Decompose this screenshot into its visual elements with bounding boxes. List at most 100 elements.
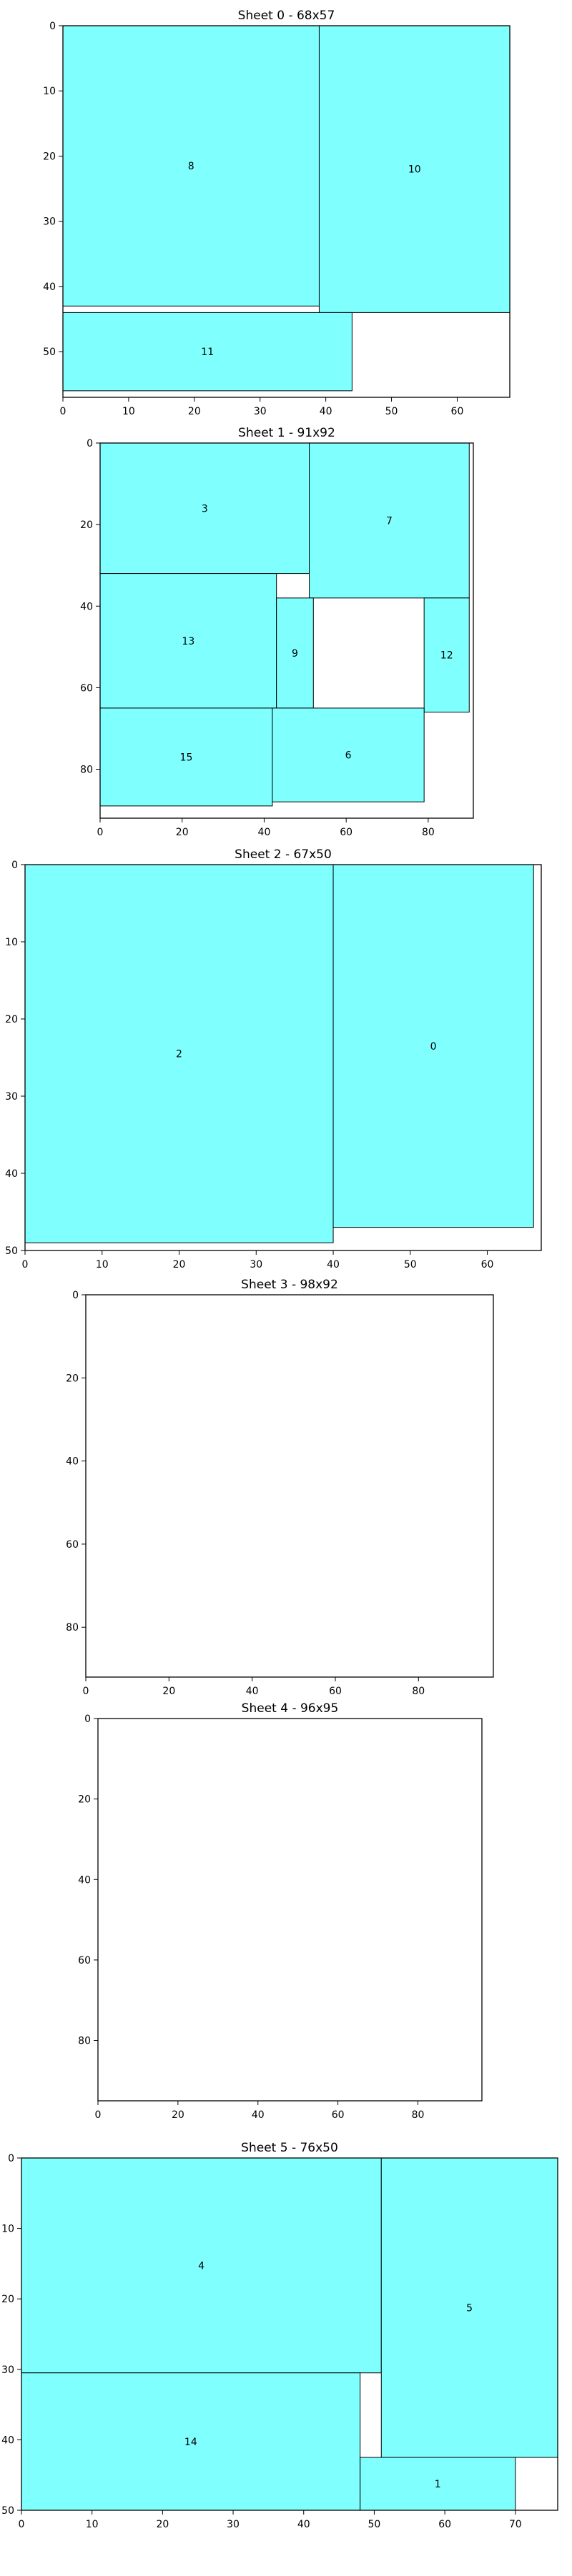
piece-label: 13 <box>182 636 194 647</box>
x-tick-label: 60 <box>481 1259 494 1270</box>
piece-rect <box>99 573 277 709</box>
piece-label: 11 <box>201 347 214 358</box>
chart-title: Sheet 0 - 68x57 <box>238 9 335 23</box>
x-tick-label: 70 <box>509 2519 522 2530</box>
x-tick-label: 50 <box>404 1259 417 1270</box>
piece-label: 4 <box>198 2260 204 2272</box>
x-tick-label: 80 <box>422 827 435 838</box>
x-tick-label: 0 <box>19 2519 25 2530</box>
sheet-border <box>85 1294 494 1678</box>
y-tick-label: 10 <box>43 86 56 97</box>
sheet-border <box>24 864 542 1251</box>
y-tick-label: 30 <box>5 1091 18 1103</box>
y-tick-label: 0 <box>8 2153 14 2164</box>
x-tick-label: 50 <box>368 2519 381 2530</box>
piece-label: 15 <box>180 752 193 763</box>
x-tick-label: 20 <box>162 1686 175 1697</box>
piece-rect <box>332 864 534 1228</box>
piece-rect <box>99 442 310 575</box>
x-tick-label: 20 <box>156 2519 169 2530</box>
x-tick-label: 40 <box>327 1259 340 1270</box>
chart-title: Sheet 3 - 98x92 <box>241 1278 338 1292</box>
y-tick-label: 80 <box>78 2036 91 2047</box>
piece-rect <box>272 707 425 802</box>
piece-rect <box>62 25 320 307</box>
y-tick-label: 30 <box>43 217 56 228</box>
y-tick-label: 60 <box>80 682 93 694</box>
y-tick-label: 40 <box>78 1874 91 1886</box>
x-tick-label: 0 <box>83 1686 89 1697</box>
x-tick-label: 60 <box>332 2109 345 2121</box>
y-tick-label: 0 <box>72 1290 79 1301</box>
y-tick-label: 80 <box>80 765 93 776</box>
piece-rect <box>21 2372 361 2511</box>
piece-rect <box>99 707 273 807</box>
chart-title: Sheet 5 - 76x50 <box>241 2141 338 2155</box>
y-tick-label: 20 <box>5 1014 18 1025</box>
x-tick-label: 40 <box>297 2519 310 2530</box>
piece-label: 7 <box>386 515 393 527</box>
piece-label: 0 <box>430 1041 437 1053</box>
y-tick-label: 0 <box>87 438 93 449</box>
x-tick-label: 50 <box>385 406 398 417</box>
y-tick-label: 10 <box>5 937 18 948</box>
x-tick-label: 60 <box>451 406 464 417</box>
piece-rect <box>309 442 470 599</box>
piece-label: 1 <box>435 2479 441 2490</box>
chart-title: Sheet 1 - 91x92 <box>238 426 335 440</box>
chart-title: Sheet 2 - 67x50 <box>235 847 332 862</box>
x-tick-label: 60 <box>438 2519 451 2530</box>
y-tick-label: 20 <box>80 519 93 531</box>
piece-label: 6 <box>345 750 352 762</box>
x-tick-label: 10 <box>86 2519 99 2530</box>
sheet-3: Sheet 3 - 98x92 0 20 40 60 80 0 20 40 60 80 <box>66 1278 494 1697</box>
y-tick-label: 40 <box>80 601 93 612</box>
x-tick-label: 80 <box>412 1686 425 1697</box>
y-tick-label: 80 <box>66 1622 79 1633</box>
piece-label: 3 <box>202 503 208 514</box>
piece-label: 14 <box>184 2437 197 2448</box>
y-tick-label: 60 <box>66 1539 79 1551</box>
x-tick-label: 80 <box>412 2109 425 2121</box>
x-tick-label: 60 <box>329 1686 342 1697</box>
x-tick-label: 20 <box>173 1259 186 1270</box>
y-tick-label: 50 <box>5 1245 18 1257</box>
y-tick-label: 20 <box>78 1794 91 1806</box>
x-tick-label: 0 <box>22 1259 29 1270</box>
sheet-0: Sheet 0 - 68x57 8 10 11 0 10 20 30 40 50 60 0 10 20 30… <box>43 9 511 417</box>
x-tick-label: 10 <box>122 406 135 417</box>
piece-rect <box>380 2157 558 2458</box>
piece-rect <box>318 25 511 313</box>
x-tick-label: 40 <box>320 406 332 417</box>
x-tick-label: 20 <box>176 827 189 838</box>
piece-label: 12 <box>440 650 453 662</box>
y-tick-label: 20 <box>66 1373 79 1384</box>
y-tick-label: 60 <box>78 1955 91 1966</box>
x-tick-label: 30 <box>250 1259 262 1270</box>
x-tick-label: 0 <box>95 2109 102 2121</box>
x-tick-label: 20 <box>188 406 201 417</box>
x-tick-label: 0 <box>60 406 66 417</box>
piece-label: 5 <box>466 2303 473 2314</box>
sheet-border <box>62 25 511 398</box>
piece-label: 2 <box>176 1049 182 1060</box>
y-tick-label: 20 <box>43 151 56 162</box>
y-tick-label: 40 <box>1 2435 14 2446</box>
piece-rect <box>276 597 314 709</box>
sheet-border <box>97 1718 483 2102</box>
piece-rect <box>21 2157 382 2374</box>
x-tick-label: 10 <box>96 1259 109 1270</box>
sheet-border <box>21 2157 558 2511</box>
x-tick-label: 40 <box>258 827 271 838</box>
y-tick-label: 40 <box>66 1456 79 1468</box>
piece-rect <box>423 597 470 713</box>
y-tick-label: 40 <box>43 282 56 293</box>
y-tick-label: 0 <box>11 860 18 871</box>
y-tick-label: 10 <box>1 2224 14 2235</box>
x-tick-label: 60 <box>340 827 352 838</box>
x-tick-label: 40 <box>246 1686 259 1697</box>
